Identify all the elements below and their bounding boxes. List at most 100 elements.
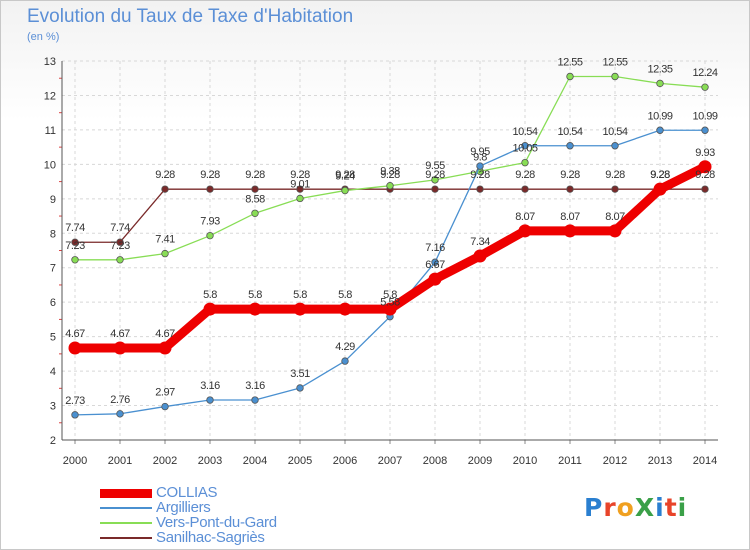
legend-label: Vers-Pont-du-Gard — [156, 514, 277, 531]
y-tick-label: 5 — [50, 332, 56, 344]
data-label-sanilhac: 9.28 — [335, 169, 355, 181]
data-label-sanilhac: 9.28 — [560, 169, 580, 181]
legend-item: Vers-Pont-du-Gard — [100, 514, 330, 531]
data-label-collias: 5.8 — [338, 289, 352, 301]
y-tick-label: 9 — [50, 194, 56, 206]
point-argilliers — [566, 142, 574, 150]
point-collias — [563, 224, 577, 238]
data-label-sanilhac: 9.28 — [200, 169, 220, 181]
y-tick-label: 6 — [50, 297, 56, 309]
data-label-argilliers: 10.99 — [692, 110, 717, 122]
data-label-sanilhac: 9.28 — [290, 169, 310, 181]
point-collias — [518, 224, 532, 238]
point-argilliers — [656, 126, 664, 134]
data-label-collias: 9.28 — [650, 169, 670, 181]
point-argilliers — [341, 357, 349, 365]
point-vers-pont — [251, 209, 259, 217]
point-argilliers — [431, 258, 439, 266]
data-label-argilliers: 2.73 — [65, 395, 85, 407]
data-label-collias: 4.67 — [110, 328, 130, 340]
legend-swatch — [100, 488, 152, 498]
data-label-collias: 6.67 — [425, 259, 445, 271]
data-label-collias: 8.07 — [605, 211, 625, 223]
point-sanilhac — [476, 185, 484, 193]
data-label-vers-pont: 7.23 — [110, 240, 130, 252]
point-vers-pont — [431, 176, 439, 184]
data-label-collias: 7.34 — [470, 236, 490, 248]
y-tick-label: 8 — [50, 228, 56, 240]
data-label-sanilhac: 9.28 — [380, 169, 400, 181]
x-tick-label: 2012 — [603, 455, 627, 467]
point-collias — [428, 272, 442, 286]
logo-letter: r — [603, 493, 617, 522]
data-label-collias: 8.07 — [560, 211, 580, 223]
data-label-sanilhac: 9.28 — [695, 169, 715, 181]
point-vers-pont — [71, 256, 79, 264]
data-label-argilliers: 5.58 — [380, 297, 400, 309]
point-vers-pont — [341, 186, 349, 195]
data-label-argilliers: 7.16 — [425, 242, 445, 254]
point-vers-pont — [701, 83, 709, 91]
data-label-vers-pont: 9.01 — [290, 178, 310, 190]
axes: 2 3 4 5 6 7 8 9 10 11 12 13 2000 2001 2002 2003 2004 2005… — [44, 56, 718, 467]
data-label-argilliers: 10.54 — [512, 126, 537, 138]
logo-letter: t — [664, 493, 678, 522]
legend-item: Argilliers — [100, 499, 330, 516]
x-tick-label: 2004 — [243, 455, 267, 467]
data-label-collias: 9.93 — [695, 147, 715, 159]
data-label-argilliers: 3.16 — [200, 380, 220, 392]
data-label-vers-pont: 12.24 — [692, 67, 717, 79]
point-collias — [338, 302, 352, 316]
point-vers-pont — [116, 256, 124, 264]
point-collias — [158, 341, 172, 355]
x-tick-label: 2013 — [648, 455, 672, 467]
logo-letter: o — [616, 493, 635, 522]
x-tick-label: 2008 — [423, 455, 447, 467]
point-argilliers — [206, 396, 214, 404]
point-vers-pont — [611, 72, 619, 81]
data-label-collias: 5.8 — [293, 289, 307, 301]
data-label-vers-pont: 7.93 — [200, 216, 220, 228]
data-label-collias: 5.8 — [203, 289, 217, 301]
point-collias — [653, 182, 667, 196]
data-label-vers-pont: 10.05 — [512, 143, 537, 155]
series-lines — [68, 72, 712, 419]
point-sanilhac — [161, 185, 169, 193]
data-label-vers-pont: 8.58 — [245, 193, 265, 205]
logo-letter: X — [634, 493, 656, 522]
data-label-collias: 5.8 — [383, 289, 397, 301]
point-sanilhac — [116, 238, 124, 246]
y-tick-label: 7 — [50, 263, 56, 275]
data-label-sanilhac: 7.74 — [65, 222, 85, 234]
data-label-argilliers: 2.97 — [155, 387, 175, 399]
point-sanilhac — [71, 238, 79, 246]
point-sanilhac — [521, 185, 529, 193]
point-collias — [68, 341, 82, 355]
point-vers-pont — [296, 194, 304, 203]
point-sanilhac — [251, 185, 259, 193]
point-collias — [293, 302, 307, 316]
point-vers-pont — [521, 158, 529, 167]
y-tick-label: 2 — [50, 435, 56, 447]
data-label-vers-pont: 12.55 — [602, 57, 627, 69]
legend: COLLIAS Argilliers Vers-Pont-du-Gard Sanilh… — [100, 484, 330, 546]
point-sanilhac — [701, 185, 709, 193]
point-collias — [203, 302, 217, 316]
legend-label: Sanilhac-Sagriès — [156, 529, 265, 546]
point-vers-pont — [386, 182, 394, 190]
data-label-argilliers: 9.95 — [470, 146, 490, 158]
legend-swatch — [100, 522, 152, 524]
logo-letter: P — [584, 493, 604, 522]
data-label-sanilhac: 9.28 — [470, 169, 490, 181]
point-collias — [473, 249, 487, 263]
data-label-collias: 4.67 — [155, 328, 175, 340]
data-label-vers-pont: 9.38 — [380, 166, 400, 178]
data-label-argilliers: 3.16 — [245, 380, 265, 392]
x-tick-label: 2003 — [198, 455, 222, 467]
data-label-sanilhac: 9.28 — [425, 169, 445, 181]
data-label-vers-pont: 9.8 — [473, 151, 487, 163]
data-label-sanilhac: 7.74 — [110, 222, 130, 234]
point-vers-pont — [656, 79, 664, 88]
legend-label: Argilliers — [156, 499, 211, 516]
